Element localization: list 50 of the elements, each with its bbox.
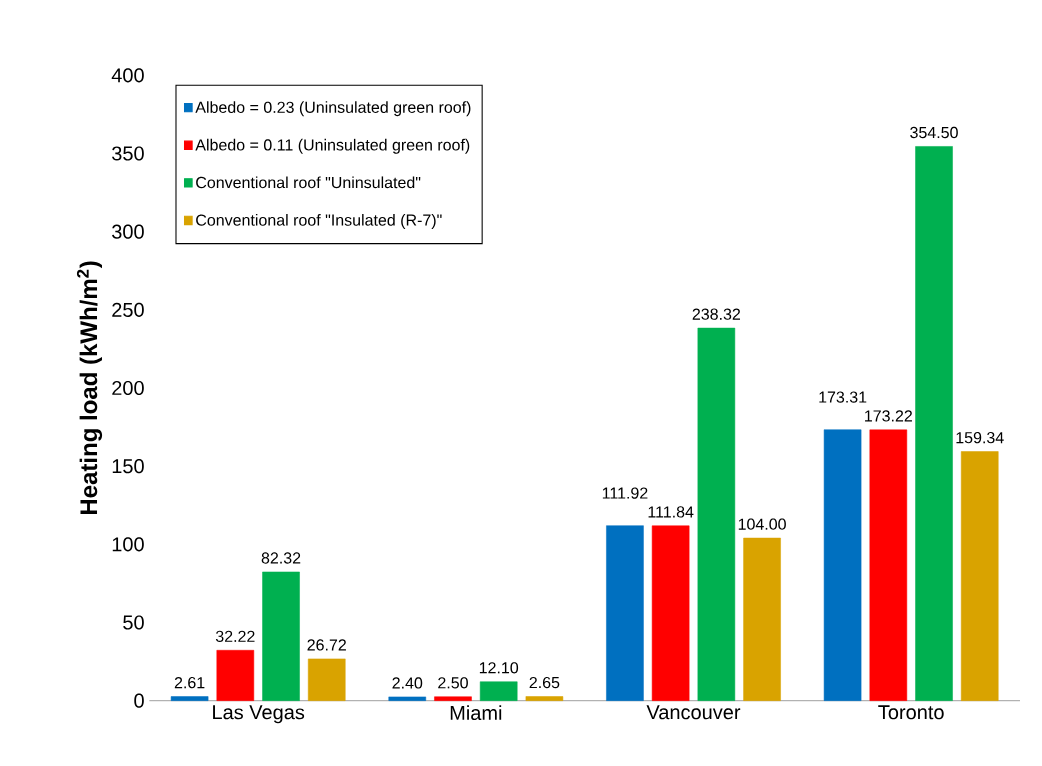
bar [743,537,781,701]
x-tick-label: Toronto [878,705,944,720]
data-label: 111.84 [648,506,694,518]
data-label: 111.92 [602,487,648,499]
x-tick-label: Vancouver [646,705,741,720]
data-label: 32.22 [215,630,255,642]
bar [606,525,644,701]
bar [960,451,999,701]
bar [525,696,564,701]
y-tick-label: 350 [112,146,144,161]
y-tick-label: 400 [111,68,144,83]
data-label: 104.00 [738,518,786,530]
data-label: 12.10 [479,662,519,674]
data-label: 238.32 [692,308,741,320]
y-tick-label: 200 [112,380,144,396]
bar [651,525,690,701]
data-label: 82.32 [261,552,301,564]
y-tick-label: 250 [112,302,144,317]
bar [388,696,427,701]
bar [869,429,908,701]
bar [479,681,518,701]
y-tick-label: 0 [134,693,144,708]
data-label: 173.31 [819,391,867,403]
data-label: 2.61 [174,676,205,689]
data-label: 2.50 [438,677,468,689]
bar [823,429,862,701]
x-tick-label: Miami [450,705,502,721]
legend-label: Albedo = 0.23 (Uninsulated green roof) [195,101,471,117]
y-tick-label: 150 [112,459,144,474]
y-axis-title: Heating load (kWh/m$^{2}$) [76,261,103,515]
data-label: 173.22 [865,410,912,422]
data-label: 2.65 [529,676,560,689]
y-tick-label: 300 [112,224,144,239]
x-tick-label: Las Vegas [213,705,305,724]
bar [170,696,209,701]
legend-label: Conventional roof "Uninsulated" [196,176,421,189]
legend-label: Conventional roof "Insulated (R-7)" [196,214,442,229]
data-label: 354.50 [910,126,958,139]
y-tick-label: 100 [112,537,144,552]
bar [216,650,255,701]
data-label: 159.34 [956,431,1004,444]
data-label: 2.40 [392,677,423,689]
bar [307,658,346,701]
legend-label: Albedo = 0.11 (Uninsulated green roof) [195,138,470,154]
bar [434,696,472,701]
bar [697,327,736,701]
data-label: 26.72 [307,639,346,651]
y-tick-label: 50 [123,615,144,630]
bar [915,146,953,701]
bar [262,571,300,701]
